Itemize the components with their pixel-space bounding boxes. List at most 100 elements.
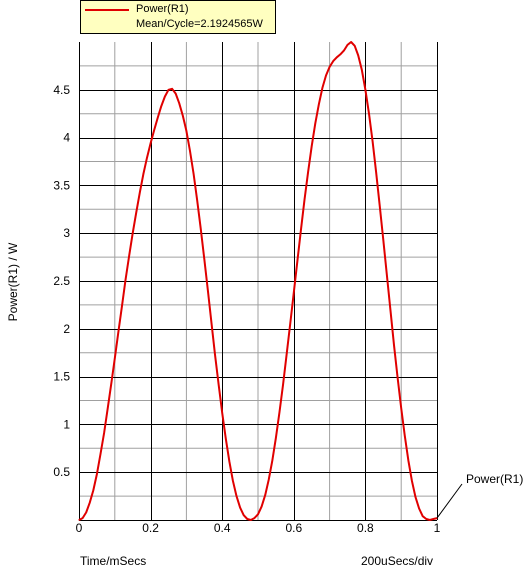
trace-layer xyxy=(78,41,438,521)
major-gridlines xyxy=(79,42,438,521)
data-point xyxy=(293,291,295,294)
data-point xyxy=(404,435,406,437)
data-point xyxy=(393,344,395,346)
y-axis-label: Power(R1) / W xyxy=(6,242,20,322)
legend-box[interactable]: Power(R1) Mean/Cycle=2.1924565W xyxy=(80,0,276,34)
data-point xyxy=(311,145,313,147)
data-point xyxy=(167,89,170,91)
legend-mean-per-cycle: Mean/Cycle=2.1924565W xyxy=(136,18,263,30)
data-point xyxy=(139,191,141,193)
data-point xyxy=(386,274,388,276)
x-tick-label: 0.4 xyxy=(214,521,231,535)
data-point xyxy=(200,227,202,229)
data-point xyxy=(307,171,309,173)
data-point xyxy=(397,377,399,379)
data-point xyxy=(275,437,277,439)
data-point xyxy=(107,408,109,410)
x-axis-tick-labels: 0 0.2 0.4 0.6 0.8 1 xyxy=(76,521,441,535)
data-point xyxy=(264,494,266,496)
data-point xyxy=(92,489,94,491)
data-point xyxy=(210,322,213,324)
data-point xyxy=(99,453,102,455)
data-point xyxy=(160,105,162,107)
data-point xyxy=(239,507,241,509)
data-point xyxy=(429,519,431,521)
trace-end-label[interactable]: Power(R1) xyxy=(466,472,524,486)
x-axis-label: Time/mSecs xyxy=(80,554,147,568)
data-point xyxy=(117,331,119,333)
data-point xyxy=(418,507,420,510)
x-tick-label: 0.6 xyxy=(285,521,302,535)
data-point xyxy=(103,432,105,434)
data-point xyxy=(314,122,316,124)
data-point xyxy=(178,102,180,104)
trace-label-leader-line xyxy=(436,483,463,519)
data-point xyxy=(271,460,273,462)
data-point xyxy=(321,87,323,89)
data-point xyxy=(282,383,284,385)
data-point xyxy=(389,310,392,312)
data-point xyxy=(128,255,130,257)
y-tick-label: 2.5 xyxy=(53,274,70,288)
data-point xyxy=(121,305,123,307)
x-tick-label: 0.2 xyxy=(142,521,159,535)
data-point xyxy=(361,69,363,71)
legend-swatch xyxy=(85,9,129,11)
data-point xyxy=(268,479,270,481)
y-tick-label: 1 xyxy=(63,417,70,431)
data-point xyxy=(207,290,209,292)
y-tick-label: 3 xyxy=(63,226,70,240)
y-tick-label: 4.5 xyxy=(53,83,70,97)
data-point xyxy=(110,383,112,385)
data-point xyxy=(218,383,220,385)
data-point xyxy=(250,519,252,521)
data-point xyxy=(286,354,288,356)
data-point xyxy=(235,495,238,497)
data-point xyxy=(150,142,152,144)
data-point xyxy=(289,323,291,325)
data-point xyxy=(124,279,127,281)
data-point xyxy=(350,41,352,43)
data-point xyxy=(432,518,434,520)
x-tick-label: 0 xyxy=(76,521,83,535)
data-point xyxy=(346,44,349,46)
data-point xyxy=(146,157,148,159)
data-point xyxy=(425,518,427,520)
data-point xyxy=(375,171,377,173)
data-point xyxy=(246,518,248,520)
data-point xyxy=(142,173,144,175)
data-point xyxy=(343,50,345,52)
data-point xyxy=(382,239,384,241)
data-point xyxy=(379,204,381,207)
data-point xyxy=(153,129,155,131)
data-point xyxy=(82,517,84,519)
data-point xyxy=(221,412,223,414)
data-point xyxy=(411,480,413,482)
x-tick-label: 1 xyxy=(434,521,441,535)
y-tick-label: 0.5 xyxy=(53,465,70,479)
data-point xyxy=(407,460,409,462)
data-point xyxy=(225,438,227,440)
data-point xyxy=(253,517,255,519)
data-point xyxy=(196,199,198,201)
data-point xyxy=(303,199,306,201)
data-point xyxy=(257,513,259,515)
data-point xyxy=(357,54,359,57)
y-tick-label: 3.5 xyxy=(53,178,70,192)
data-point xyxy=(182,115,184,117)
data-point xyxy=(414,496,417,498)
data-point xyxy=(214,354,216,356)
data-point xyxy=(329,66,331,68)
data-point xyxy=(318,103,320,105)
data-point xyxy=(203,258,205,260)
data-point xyxy=(325,74,327,77)
data-point xyxy=(296,260,298,262)
data-point xyxy=(339,53,341,56)
data-point xyxy=(89,502,91,504)
data-point xyxy=(400,407,402,409)
data-point xyxy=(175,93,177,95)
data-point xyxy=(261,506,263,508)
y-tick-label: 4 xyxy=(63,131,70,145)
trace-label-pointer xyxy=(436,483,463,519)
